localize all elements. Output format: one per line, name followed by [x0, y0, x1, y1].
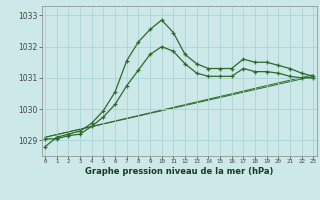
X-axis label: Graphe pression niveau de la mer (hPa): Graphe pression niveau de la mer (hPa) [85, 167, 273, 176]
